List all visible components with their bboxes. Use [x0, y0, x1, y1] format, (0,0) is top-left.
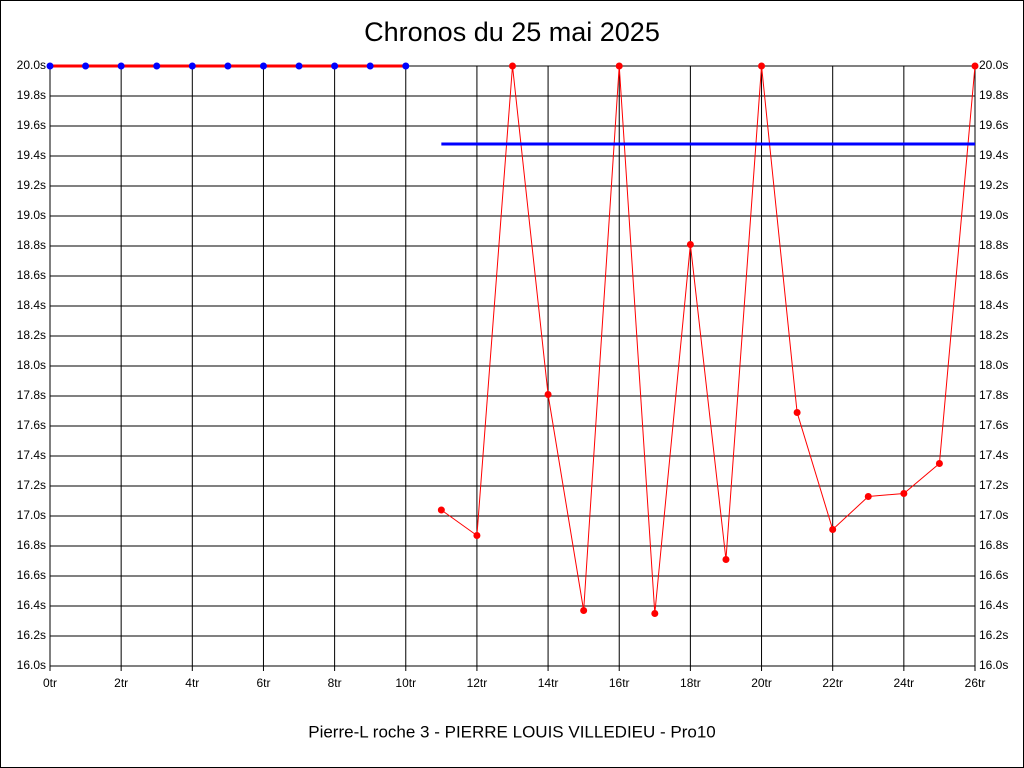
- y2-tick-label: 20.0s: [979, 58, 1008, 72]
- y-tick-label: 19.6s: [17, 118, 46, 132]
- y-tick-label: 19.4s: [17, 148, 46, 162]
- data-point: [580, 607, 588, 614]
- y2-tick-label: 16.6s: [979, 568, 1008, 582]
- data-point: [366, 62, 374, 70]
- y2-tick-label: 18.6s: [979, 268, 1008, 282]
- data-point: [82, 62, 90, 70]
- data-point: [259, 62, 267, 70]
- data-point: [188, 62, 196, 70]
- data-point: [117, 62, 125, 70]
- y2-tick-label: 19.8s: [979, 88, 1008, 102]
- y-tick-label: 17.0s: [17, 508, 46, 522]
- data-point: [615, 62, 623, 70]
- y-tick-label: 18.4s: [17, 298, 46, 312]
- x-tick-label: 18tr: [680, 676, 701, 690]
- y2-tick-label: 18.0s: [979, 358, 1008, 372]
- chart-title: Chronos du 25 mai 2025: [364, 17, 660, 47]
- data-point: [651, 610, 659, 617]
- y-tick-label: 16.4s: [17, 598, 46, 612]
- y-tick-label: 16.8s: [17, 538, 46, 552]
- y-tick-label: 18.2s: [17, 328, 46, 342]
- x-tick-label: 24tr: [894, 676, 915, 690]
- data-point: [900, 490, 908, 497]
- y-tick-label: 17.4s: [17, 448, 46, 462]
- data-point: [758, 62, 766, 70]
- x-tick-label: 8tr: [328, 676, 342, 690]
- series-line: [441, 65, 976, 614]
- y2-tick-label: 17.2s: [979, 478, 1008, 492]
- y2-tick-label: 16.8s: [979, 538, 1008, 552]
- data-point: [295, 62, 303, 70]
- y2-tick-label: 17.8s: [979, 388, 1008, 402]
- y2-tick-label: 19.2s: [979, 178, 1008, 192]
- y2-tick-label: 17.6s: [979, 418, 1008, 432]
- data-point: [509, 62, 516, 70]
- x-tick-label: 2tr: [114, 676, 128, 690]
- x-tick-label: 14tr: [538, 676, 559, 690]
- data-point: [971, 62, 979, 70]
- x-tick-label: 22tr: [822, 676, 843, 690]
- y2-tick-label: 17.4s: [979, 448, 1008, 462]
- y-tick-label: 17.2s: [17, 478, 46, 492]
- y-tick-label: 18.8s: [17, 238, 46, 252]
- y-tick-label: 17.8s: [17, 388, 46, 402]
- y2-tick-label: 19.6s: [979, 118, 1008, 132]
- data-point: [935, 460, 943, 467]
- y-tick-label: 16.6s: [17, 568, 46, 582]
- data-point: [437, 506, 445, 514]
- x-tick-label: 10tr: [395, 676, 416, 690]
- x-tick-label: 0tr: [43, 676, 57, 690]
- y2-tick-label: 18.2s: [979, 328, 1008, 342]
- x-tick-label: 26tr: [965, 676, 986, 690]
- y2-tick-label: 17.0s: [979, 508, 1008, 522]
- data-point: [722, 556, 730, 563]
- x-tick-label: 6tr: [256, 676, 270, 690]
- data-point: [224, 62, 232, 70]
- x-tick-label: 20tr: [751, 676, 772, 690]
- y2-tick-label: 16.4s: [979, 598, 1008, 612]
- data-point: [686, 241, 694, 248]
- y-tick-label: 19.2s: [17, 178, 46, 192]
- data-point: [46, 62, 54, 70]
- y-tick-label: 19.0s: [17, 208, 46, 222]
- x-tick-label: 4tr: [185, 676, 199, 690]
- y-tick-label: 20.0s: [17, 58, 46, 72]
- y2-tick-label: 16.0s: [979, 658, 1008, 672]
- x-axis-label: Pierre-L roche 3 - PIERRE LOUIS VILLEDIE…: [308, 722, 716, 741]
- data-point: [153, 62, 161, 70]
- data-point: [864, 493, 872, 500]
- y-tick-label: 18.6s: [17, 268, 46, 282]
- y-tick-label: 16.0s: [17, 658, 46, 672]
- data-point: [829, 526, 837, 533]
- y-tick-label: 16.2s: [17, 628, 46, 642]
- y2-tick-label: 19.4s: [979, 148, 1008, 162]
- data-point: [331, 62, 339, 70]
- y2-tick-label: 18.4s: [979, 298, 1008, 312]
- y-tick-label: 19.8s: [17, 88, 46, 102]
- y-tick-label: 17.6s: [17, 418, 46, 432]
- y2-tick-label: 16.2s: [979, 628, 1008, 642]
- y2-tick-label: 19.0s: [979, 208, 1008, 222]
- y-tick-label: 18.0s: [17, 358, 46, 372]
- y2-tick-label: 18.8s: [979, 238, 1008, 252]
- data-point: [793, 409, 801, 416]
- x-tick-label: 12tr: [467, 676, 488, 690]
- data-point: [544, 391, 552, 398]
- x-tick-label: 16tr: [609, 676, 630, 690]
- data-point: [402, 62, 410, 70]
- data-point: [473, 532, 481, 539]
